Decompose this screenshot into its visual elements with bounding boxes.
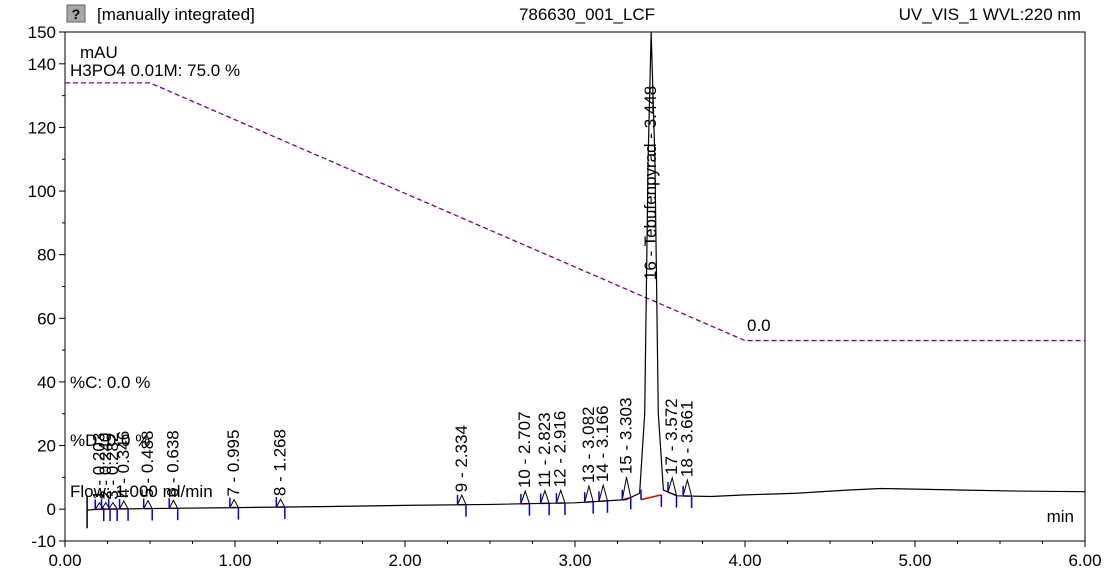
sample-name: 786630_001_LCF xyxy=(519,5,655,24)
y-axis-label: mAU xyxy=(80,43,118,62)
peak-shape xyxy=(120,501,129,509)
x-tick-label: 4.00 xyxy=(728,551,761,570)
x-tick-label: 3.00 xyxy=(558,551,591,570)
y-tick-label: 60 xyxy=(37,309,56,328)
x-axis-label: min xyxy=(1047,507,1074,526)
peak-label: 12 - 2.916 xyxy=(551,411,570,488)
peak-label: 18 - 3.661 xyxy=(677,401,696,478)
y-tick-label: 120 xyxy=(28,118,56,137)
peak-label: 7 - 0.995 xyxy=(224,430,243,497)
peak-shape xyxy=(169,500,178,508)
peak-label: 9 - 2.334 xyxy=(452,425,471,492)
peak-shape xyxy=(683,480,692,496)
peak-shape xyxy=(599,485,608,501)
peak-label: 14 - 3.166 xyxy=(593,406,612,483)
peak-label: 10 - 2.707 xyxy=(515,411,534,488)
percent-d-label: %D: 0.0 % xyxy=(70,431,150,450)
report-icon: ? xyxy=(67,5,85,22)
peak-shape xyxy=(230,500,239,508)
x-tick-label: 0.00 xyxy=(48,551,81,570)
y-tick-label: -10 xyxy=(31,532,56,551)
peak-shape xyxy=(276,499,285,507)
gradient-line xyxy=(65,83,1085,341)
x-tick-label: 6.00 xyxy=(1068,551,1101,570)
y-axis: -10 0 20 40 60 80 100 120 140 150 xyxy=(28,23,65,551)
gradient-start-label: H3PO4 0.01M: 75.0 % xyxy=(70,61,240,80)
peak-shape xyxy=(144,501,153,509)
peak-shape xyxy=(556,490,565,503)
peak-shape xyxy=(458,495,467,505)
peak-baseline xyxy=(641,495,661,500)
y-tick-label: 100 xyxy=(28,182,56,201)
peak-label: 8 - 1.268 xyxy=(271,429,290,496)
svg-text:?: ? xyxy=(72,6,81,22)
y-tick-label: 80 xyxy=(37,246,56,265)
y-tick-label: 20 xyxy=(37,437,56,456)
y-tick-label: 40 xyxy=(37,373,56,392)
peak-label: 15 - 3.303 xyxy=(617,398,636,475)
peak-shape xyxy=(622,477,631,500)
x-tick-label: 1.00 xyxy=(218,551,251,570)
percent-c-label: %C: 0.0 % xyxy=(70,373,150,392)
plot-frame xyxy=(65,32,1085,541)
flow-label: Flow: 1.000 ml/min xyxy=(70,482,213,501)
detector-info: UV_VIS_1 WVL:220 nm xyxy=(899,5,1081,24)
integration-status: [manually integrated] xyxy=(97,5,255,24)
x-tick-label: 2.00 xyxy=(388,551,421,570)
peak-shape xyxy=(585,486,594,502)
gradient-end-label: 0.0 xyxy=(747,316,771,335)
peak-shape xyxy=(541,491,550,504)
peak-label: 16 - Tebufenpyrad - 3.448 xyxy=(641,86,660,280)
x-axis: 0.00 1.00 2.00 3.00 4.00 5.00 6.00 xyxy=(48,541,1101,570)
y-tick-label: 0 xyxy=(47,500,56,519)
x-tick-label: 5.00 xyxy=(898,551,931,570)
y-tick-label: 150 xyxy=(28,23,56,42)
peak-shape xyxy=(521,491,530,504)
y-tick-label: 140 xyxy=(28,55,56,74)
